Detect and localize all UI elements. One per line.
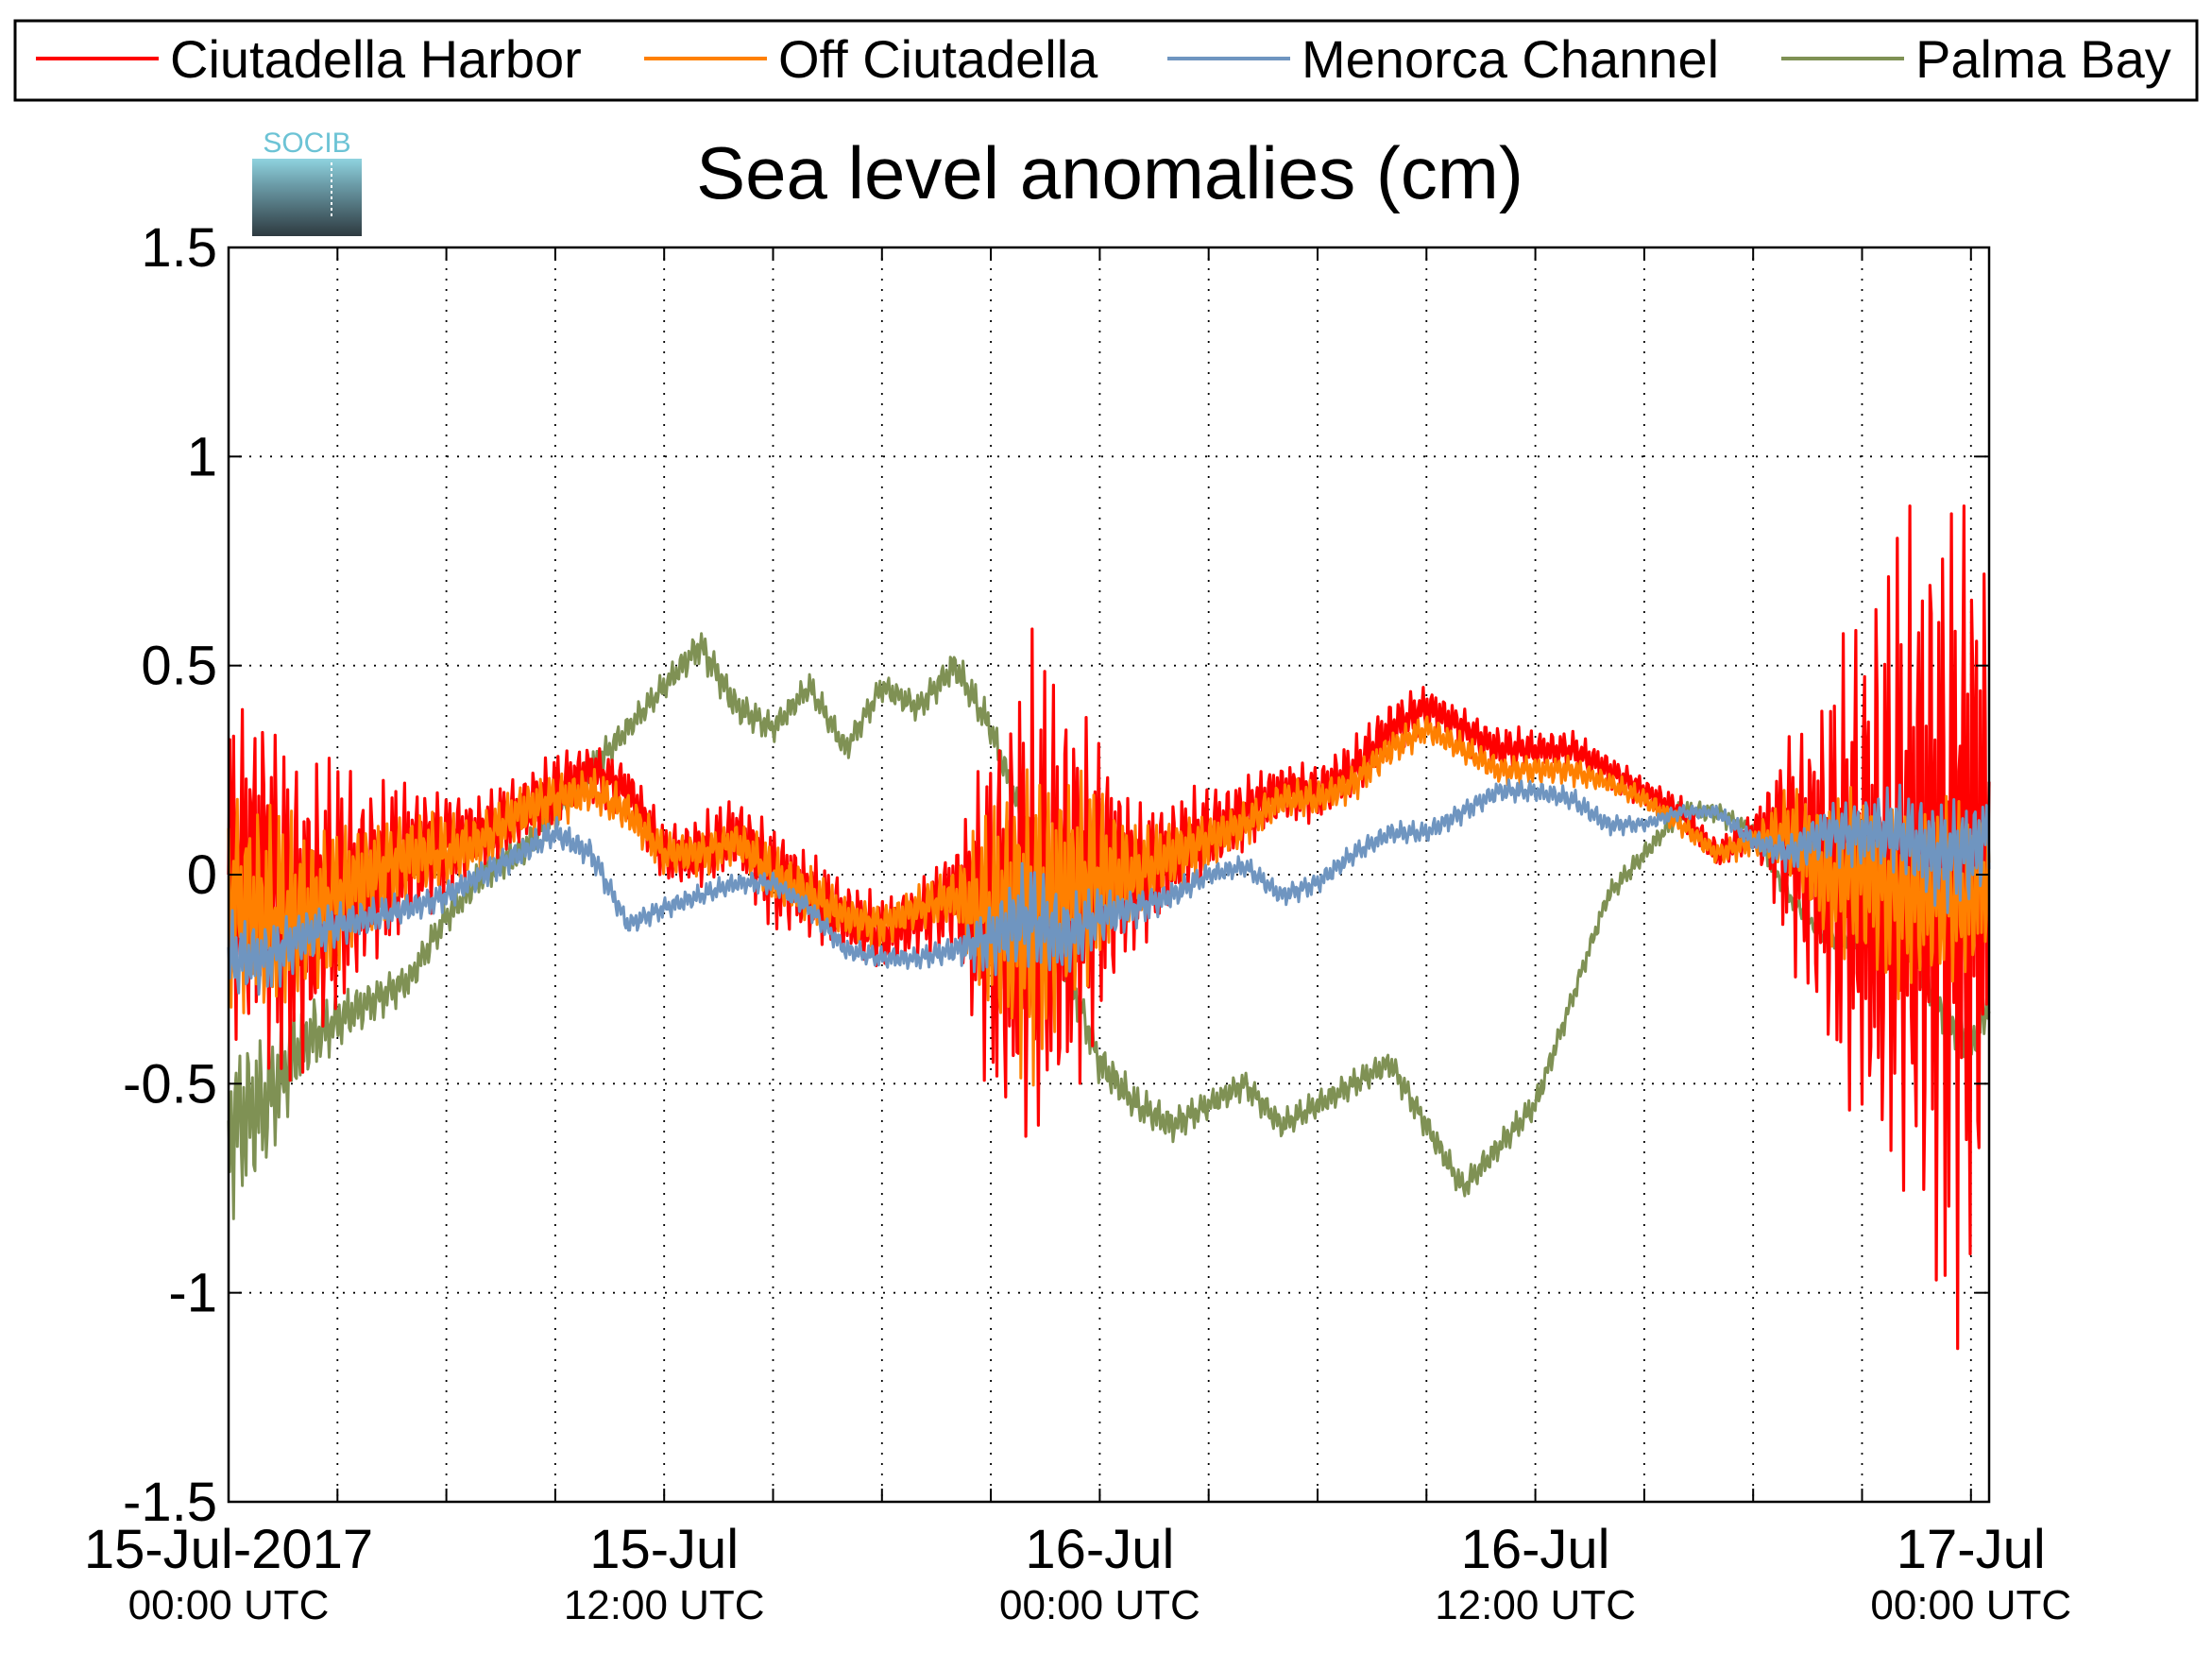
x-tick-label: 16-Jul [1461,1519,1610,1580]
x-tick-sublabel: 12:00 UTC [1435,1582,1636,1628]
series-line [227,778,1991,996]
y-tick-label: -0.5 [123,1053,217,1115]
x-tick-label: 15-Jul-2017 [84,1519,373,1580]
x-tick-sublabel: 00:00 UTC [128,1582,330,1628]
y-axis-labels: -1.5 -1 -0.5 0 0.5 1 1.5 [123,217,217,1533]
legend-label: Off Ciutadella [778,29,1098,89]
x-tick-sublabel: 00:00 UTC [1870,1582,2071,1628]
grid [229,247,1989,1502]
y-tick-label: -1 [168,1263,217,1324]
legend: Ciutadella Harbor Off Ciutadella Menorca C… [13,19,2199,102]
logo-text: SOCIB [263,128,350,159]
legend-label: Ciutadella Harbor [170,29,582,89]
x-tick-label: 16-Jul [1025,1519,1174,1580]
y-tick-label: -1.5 [123,1472,217,1533]
socib-logo: SOCIB [252,128,362,236]
logo-block [252,159,362,236]
legend-label: Palma Bay [1915,29,2171,89]
y-tick-label: 1.5 [141,217,217,279]
y-tick-label: 0 [187,844,217,906]
x-tick-sublabel: 00:00 UTC [999,1582,1200,1628]
chart-title: Sea level anomalies (cm) [696,131,1523,214]
x-tick-label: 15-Jul [589,1519,739,1580]
legend-entries: Ciutadella Harbor Off Ciutadella Menorca C… [36,29,2171,89]
legend-label: Menorca Channel [1302,29,1719,89]
axis-ticks [228,247,1989,1503]
y-tick-label: 1 [187,426,217,487]
series-line [227,715,1991,1087]
plot-area [227,246,1991,1504]
x-tick-label: 17-Jul [1897,1519,2046,1580]
series-lines [227,504,1991,1351]
y-tick-label: 0.5 [141,636,217,697]
x-tick-sublabel: 12:00 UTC [564,1582,765,1628]
